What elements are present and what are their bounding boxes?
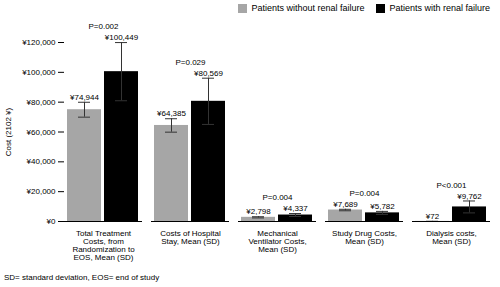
svg-text:Cost (2102 ¥): Cost (2102 ¥) [4, 107, 13, 156]
svg-text:¥64,385: ¥64,385 [156, 109, 186, 118]
html-text:Patients with renal failure: Patients with renal failure [389, 3, 490, 13]
svg-text:¥7,689: ¥7,689 [332, 200, 358, 209]
svg-text:¥80,000: ¥80,000 [26, 98, 56, 107]
svg-text:P=0.004: P=0.004 [349, 189, 380, 198]
svg-text:¥100,000: ¥100,000 [21, 68, 56, 77]
svg-text:¥72: ¥72 [425, 212, 440, 221]
html-text:Patients without renal failure: Patients without renal failure [251, 3, 365, 13]
svg-text:¥5,782: ¥5,782 [369, 202, 395, 211]
svg-text:MechanicalVentilator Costs,Mea: MechanicalVentilator Costs,Mean (SD) [248, 229, 306, 254]
svg-text:P=0.004: P=0.004 [262, 193, 293, 202]
svg-text:Study Drug Costs,Mean (SD): Study Drug Costs,Mean (SD) [332, 229, 397, 246]
svg-text:Dialysis costs,Mean (SD): Dialysis costs,Mean (SD) [426, 229, 477, 246]
svg-text:¥74,944: ¥74,944 [69, 93, 99, 102]
svg-text:¥2,798: ¥2,798 [245, 207, 271, 216]
svg-text:¥60,000: ¥60,000 [26, 128, 56, 137]
svg-text:¥0: ¥0 [46, 217, 56, 226]
svg-text:¥4,337: ¥4,337 [282, 204, 308, 213]
svg-text:¥100,449: ¥100,449 [104, 33, 139, 42]
svg-text:¥80,569: ¥80,569 [193, 69, 223, 78]
svg-text:¥20,000: ¥20,000 [26, 187, 56, 196]
svg-text:P=0.029: P=0.029 [175, 58, 206, 67]
svg-text:P<0.001: P<0.001 [436, 181, 467, 190]
html-text:SD= standard deviation, EOS= e: SD= standard deviation, EOS= end of stud… [4, 273, 160, 282]
svg-text:¥9,762: ¥9,762 [456, 192, 482, 201]
svg-text:¥40,000: ¥40,000 [26, 157, 56, 166]
svg-text:Total TreatmentCosts, fromRand: Total TreatmentCosts, fromRandomization … [72, 229, 135, 262]
svg-text:P=0.002: P=0.002 [88, 22, 119, 31]
svg-text:Costs of HospitalStay, Mean (S: Costs of HospitalStay, Mean (SD) [160, 229, 221, 246]
svg-text:¥120,000: ¥120,000 [21, 38, 56, 47]
